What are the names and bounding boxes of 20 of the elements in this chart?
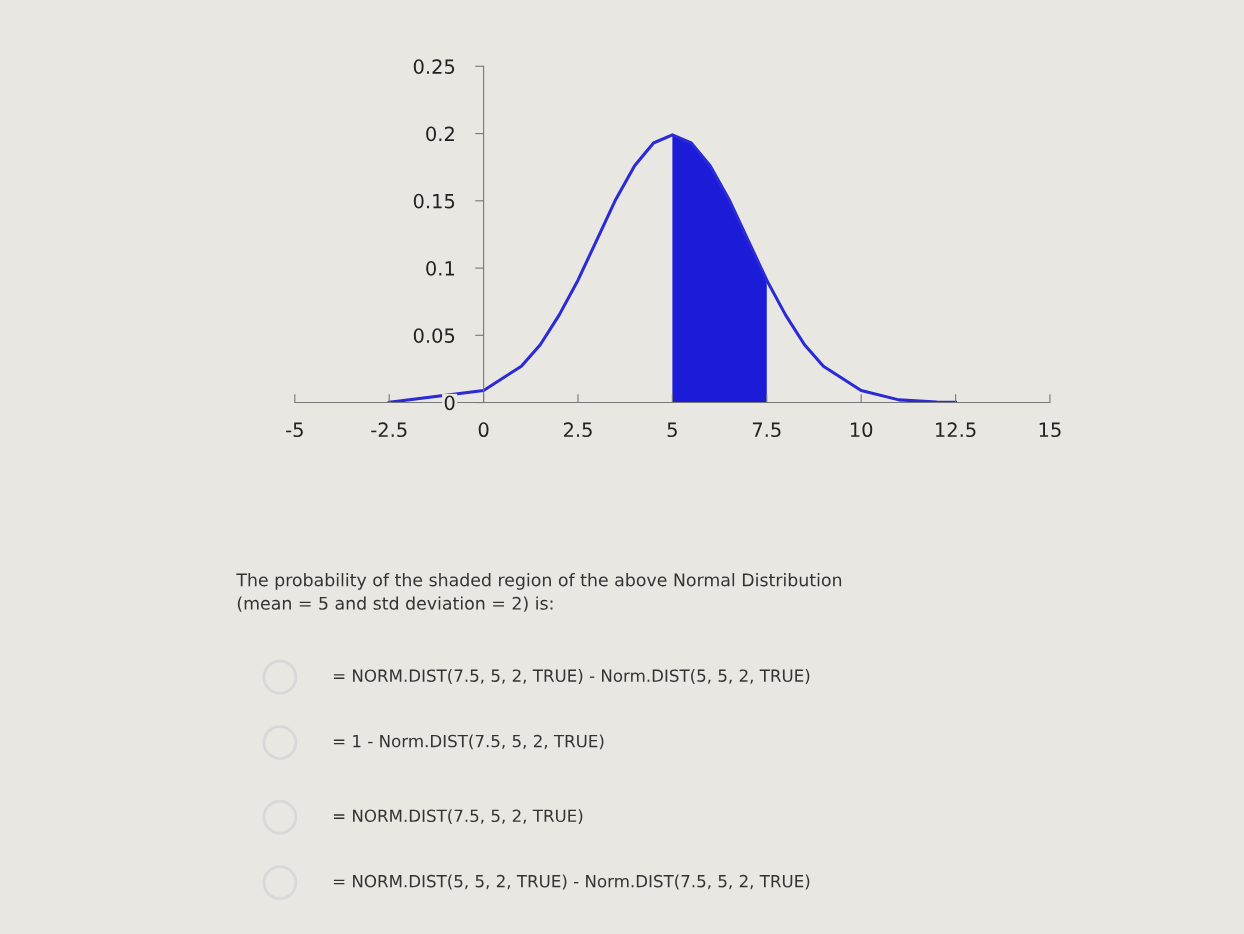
text: = NORM.DIST(7.5, 5, 2, TRUE) - Norm.DIST(5, 5, 2, TRUE): [333, 669, 810, 684]
x-tick-label: 10: [850, 422, 873, 438]
x-tick-label: 12.5: [936, 422, 976, 438]
x-tick-label: 5: [667, 422, 677, 438]
text: The probability of the shaded region of the above Normal Distribution (mean = 5 and std deviation = 2) is:: [236, 572, 842, 612]
text: = NORM.DIST(5, 5, 2, TRUE) - Norm.DIST(7.5, 5, 2, TRUE): [333, 874, 810, 890]
x-tick-label: 0: [478, 422, 489, 438]
x-tick-label: -2.5: [371, 422, 407, 438]
x-tick-label: 15: [1039, 422, 1061, 438]
y-tick-label: 0.1: [426, 261, 455, 276]
text: = 1 - Norm.DIST(7.5, 5, 2, TRUE): [333, 734, 604, 750]
x-tick-label: -5: [286, 422, 303, 438]
text: = NORM.DIST(7.5, 5, 2, TRUE): [333, 809, 583, 825]
x-tick-label: 2.5: [563, 422, 592, 438]
y-tick-label: 0.15: [413, 193, 455, 209]
y-tick-label: 0.05: [413, 328, 455, 343]
y-tick-label: 0: [444, 395, 455, 411]
y-tick-label: 0.25: [413, 59, 455, 74]
y-tick-label: 0.2: [426, 126, 454, 142]
x-tick-label: 7.5: [752, 422, 781, 438]
